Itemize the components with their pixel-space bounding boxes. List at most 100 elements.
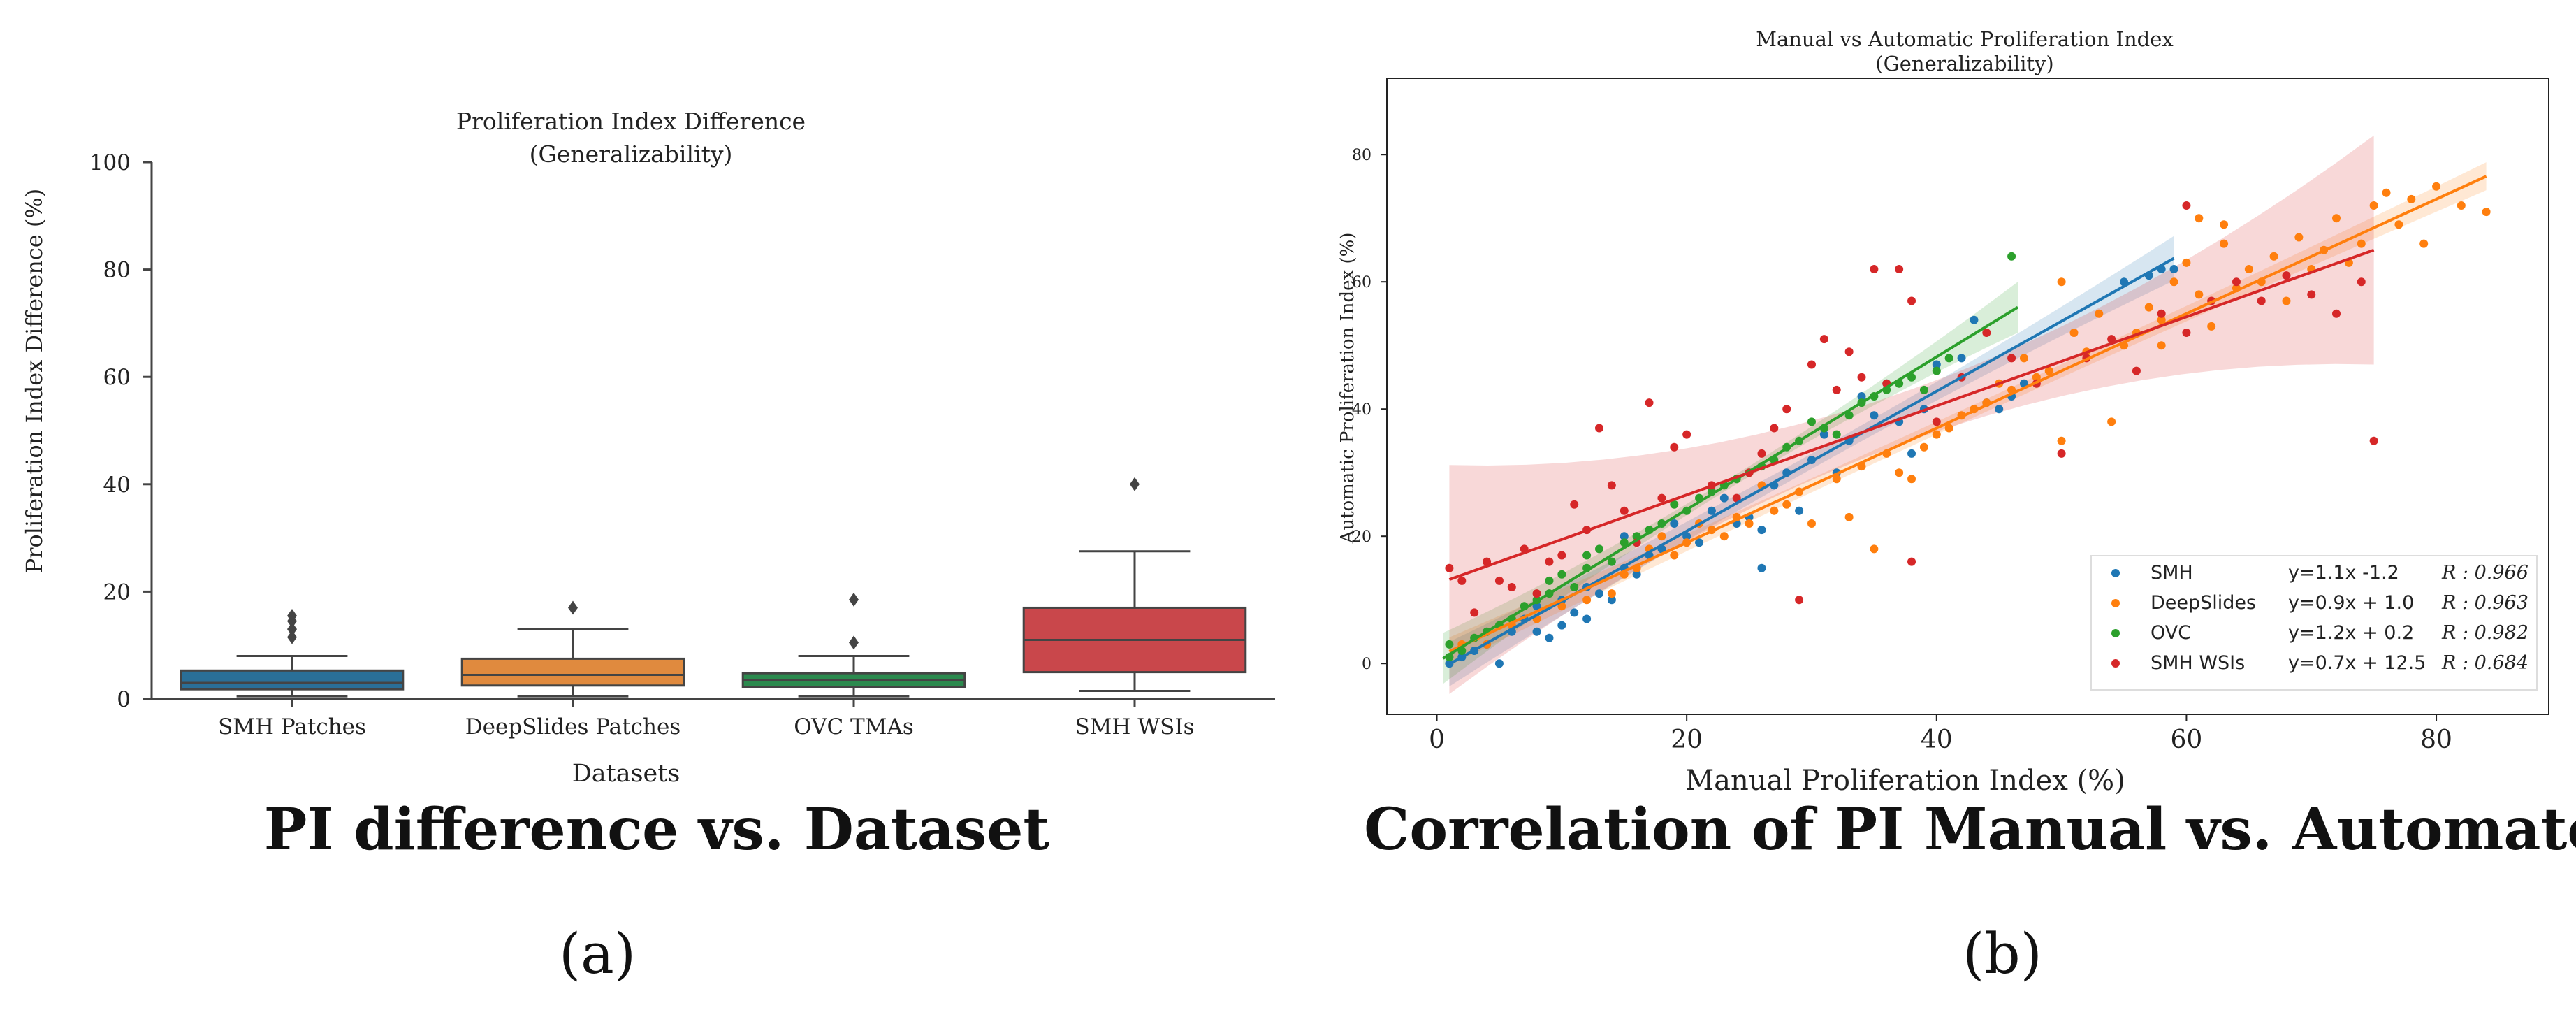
scatter-point-deepslides: [2407, 194, 2416, 203]
legend-marker-deepslides: [2111, 599, 2120, 607]
scatter-point-smh-wsis: [2132, 366, 2141, 375]
scatter-point-smh-wsis: [2332, 309, 2341, 318]
scatter-point-ovc: [1844, 411, 1854, 420]
boxplot-panel: Proliferation Index Difference (Generali…: [21, 108, 1275, 986]
boxplot-boxes: [180, 477, 1247, 698]
box-ovc-tmas: [741, 592, 966, 698]
scatter-point-smh-wsis: [2182, 201, 2191, 210]
legend-r-smh: R : 0.966: [2441, 562, 2528, 584]
scatter-point-smh: [1907, 449, 1916, 458]
scatter-point-deepslides: [2157, 341, 2166, 350]
box-outlier: [287, 622, 297, 637]
scatter-ylabel: Automatic Proliferation Index (%): [1337, 233, 1358, 544]
scatter-point-smh-wsis: [1907, 296, 1916, 305]
scatter-point-smh-wsis: [2282, 271, 2291, 280]
scatter-point-ovc: [1919, 385, 1928, 394]
scatter-point-smh-wsis: [1757, 449, 1766, 458]
scatter-point-deepslides: [2095, 309, 2104, 318]
legend-r-smh-wsis: R : 0.684: [2441, 652, 2528, 674]
scatter-point-smh: [1932, 360, 1941, 369]
scatter-y-tick-label: 80: [1352, 147, 1371, 164]
box-outlier: [1130, 477, 1140, 491]
scatter-point-ovc: [1670, 500, 1679, 509]
scatter-point-deepslides: [1844, 512, 1854, 521]
scatter-point-smh: [1857, 392, 1866, 401]
legend-label-ovc: OVC: [2151, 622, 2191, 644]
scatter-point-deepslides: [2032, 373, 2041, 382]
scatter-point-smh-wsis: [1932, 417, 1941, 426]
scatter-point-smh: [1719, 493, 1729, 503]
scatter-point-deepslides: [2482, 208, 2491, 217]
scatter-point-smh: [1957, 354, 1966, 363]
scatter-point-smh-wsis: [2307, 290, 2316, 299]
scatter-point-deepslides: [1782, 500, 1791, 509]
scatter-point-deepslides: [2432, 182, 2441, 191]
scatter-point-smh-wsis: [2257, 296, 2266, 305]
legend-label-smh-wsis: SMH WSIs: [2151, 652, 2245, 674]
scatter-point-deepslides: [2182, 258, 2191, 267]
scatter-point-deepslides: [2357, 239, 2366, 248]
scatter-axes: 0 20 40 60 80 0 20 40 60 80: [1352, 147, 2452, 754]
scatter-point-smh-wsis: [1457, 576, 1467, 585]
scatter-point-smh-wsis: [1982, 329, 1991, 337]
scatter-point-deepslides: [1582, 596, 1592, 605]
scatter-point-smh-wsis: [1895, 265, 1904, 273]
scatter-point-smh: [1532, 602, 1541, 611]
scatter-point-smh-wsis: [2007, 354, 2016, 363]
legend-frame: [2090, 555, 2538, 691]
legend-equation-ovc: y=1.2x + 0.2: [2288, 622, 2414, 644]
scatter-point-smh-wsis: [1645, 398, 1654, 407]
legend-r-ovc: R : 0.982: [2441, 622, 2528, 644]
scatter-point-smh-wsis: [1682, 430, 1691, 439]
scatter-point-smh-wsis: [1470, 608, 1479, 617]
scatter-point-smh-wsis: [2107, 335, 2116, 344]
boxplot-axes: 0 20 40 60 80 100 SMH Patches DeepSlides Patche…: [89, 150, 1275, 740]
scatter-point-smh-wsis: [1494, 576, 1504, 585]
scatter-point-deepslides: [2382, 188, 2391, 197]
legend-label-deepslides: DeepSlides: [2151, 592, 2256, 614]
scatter-x-tick-label: 60: [2171, 726, 2203, 754]
scatter-title: Manual vs Automatic Proliferation Index: [1756, 27, 2173, 51]
legend-label-smh: SMH: [2151, 562, 2193, 584]
scatter-point-smh: [1795, 506, 1804, 515]
boxplot-x-tick-label: OVC TMAs: [794, 714, 914, 740]
scatter-point-deepslides: [1657, 532, 1666, 541]
panel-b-caption: Correlation of PI Manual vs. Automated: [1364, 796, 2576, 863]
scatter-point-smh-wsis: [1570, 500, 1579, 509]
scatter-point-ovc: [1445, 640, 1454, 649]
box-outlier: [849, 635, 859, 650]
scatter-point-smh-wsis: [1807, 360, 1816, 369]
scatter-point-deepslides: [2244, 265, 2253, 273]
scatter-point-smh: [1632, 570, 1641, 579]
scatter-point-smh: [1545, 633, 1554, 642]
scatter-point-smh: [1757, 563, 1766, 572]
box-deepslides-patches: [460, 600, 685, 698]
scatter-point-smh: [1757, 526, 1766, 535]
scatter-point-smh: [1494, 659, 1504, 668]
regression-lines: [1442, 175, 2487, 665]
scatter-point-deepslides: [2144, 303, 2153, 312]
scatter-point-smh-wsis: [1819, 335, 1828, 344]
scatter-x-tick-label: 20: [1671, 726, 1703, 754]
scatter-point-smh-wsis: [1782, 405, 1791, 414]
scatter-y-tick-label: 0: [1362, 656, 1371, 673]
scatter-point-smh-wsis: [1620, 506, 1629, 515]
boxplot-subtitle: (Generalizability): [530, 140, 733, 168]
scatter-legend: SMH y=1.1x -1.2 R : 0.966 DeepSlides y=0.9x …: [2090, 555, 2538, 691]
scatter-point-smh-wsis: [1532, 589, 1541, 598]
scatter-point-smh-wsis: [1657, 493, 1666, 503]
scatter-point-deepslides: [1557, 602, 1566, 611]
box-iqr: [180, 669, 405, 691]
legend-marker-ovc: [2111, 629, 2120, 637]
scatter-point-deepslides: [1919, 442, 1928, 452]
scatter-point-deepslides: [1719, 532, 1729, 541]
scatter-point-smh: [1532, 627, 1541, 636]
scatter-point-deepslides: [1607, 589, 1616, 598]
panel-b-label: (b): [1963, 921, 2042, 986]
boxplot-y-tick-label: 80: [103, 258, 131, 283]
scatter-point-smh-wsis: [1594, 424, 1603, 433]
scatter-point-deepslides: [1770, 506, 1779, 515]
scatter-point-deepslides: [2220, 220, 2229, 229]
scatter-point-ovc: [1932, 366, 1941, 375]
scatter-point-deepslides: [1745, 519, 1754, 528]
